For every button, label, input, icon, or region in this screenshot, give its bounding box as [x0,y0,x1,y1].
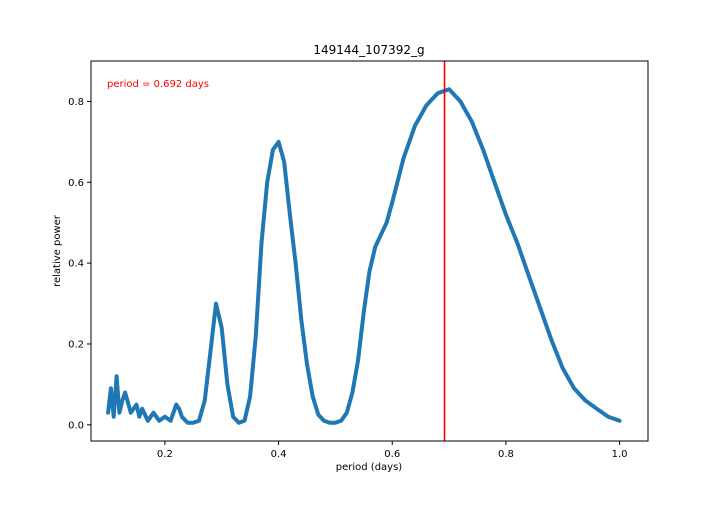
x-axis-label: period (days) [336,462,403,473]
plot-area [106,61,622,441]
x-tick-label: 0.2 [157,449,173,460]
y-tick-label: 0.0 [68,420,84,431]
x-tick-label: 0.6 [384,449,400,460]
chart-title: 149144_107392_g [313,43,424,57]
x-tick-label: 1.0 [612,449,628,460]
plot-frame [90,60,649,442]
x-tick-label: 0.4 [271,449,287,460]
x-tick-label: 0.8 [498,449,514,460]
y-axis-label: relative power [52,214,63,287]
period-annotation: period = 0.692 days [107,79,209,90]
y-tick-label: 0.6 [68,178,84,189]
y-tick-label: 0.2 [68,339,84,350]
y-axis-ticks: 0.0 0.2 0.4 0.6 0.8 [68,97,91,431]
y-tick-label: 0.8 [68,97,84,108]
x-axis-ticks: 0.2 0.4 0.6 0.8 1.0 [157,441,628,460]
y-tick-label: 0.4 [68,259,84,270]
periodogram-line [106,87,622,425]
